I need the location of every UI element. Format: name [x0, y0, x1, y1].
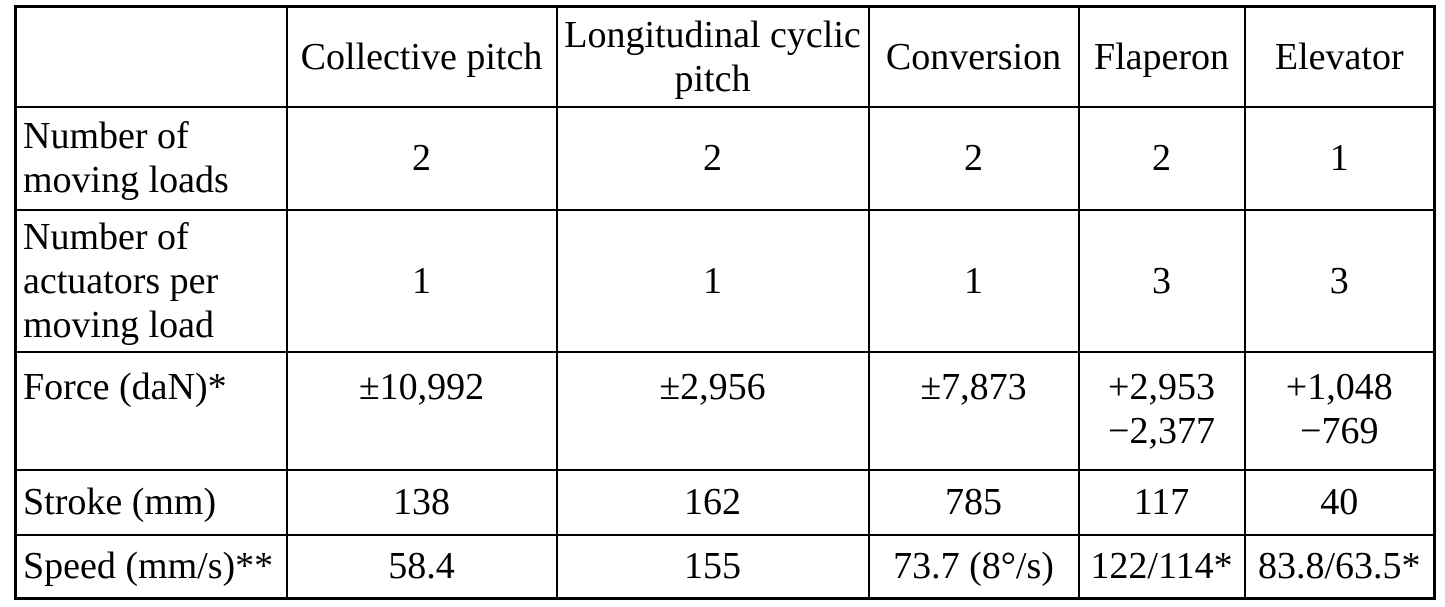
cell-force-conversion: ±7,873	[867, 350, 1080, 471]
col-header-flaperon: Flaperon	[1077, 5, 1246, 108]
cell-actuators-elevator: 3	[1243, 208, 1436, 353]
cell-force-longitudinal: ±2,956	[555, 350, 870, 471]
header-row: Collective pitch Longitudinal cyclic pit…	[14, 5, 1436, 108]
cell-speed-collective: 58.4	[285, 533, 558, 600]
col-header-empty	[14, 5, 288, 108]
table-row-speed: Speed (mm/s)** 58.4 155 73.7 (8°/s) 122/…	[14, 533, 1436, 600]
cell-stroke-elevator: 40	[1243, 468, 1436, 536]
cell-actuators-longitudinal: 1	[555, 208, 870, 353]
row-label-actuators-per-moving-load: Number of actuators per moving load	[14, 208, 288, 353]
cell-force-collective: ±10,992	[285, 350, 558, 471]
actuator-spec-table: Collective pitch Longitudinal cyclic pit…	[14, 5, 1436, 600]
col-header-elevator: Elevator	[1243, 5, 1436, 108]
row-label-stroke: Stroke (mm)	[14, 468, 288, 536]
col-header-longitudinal-cyclic-pitch: Longitudinal cyclic pitch	[555, 5, 870, 108]
cell-speed-flaperon: 122/114*	[1077, 533, 1246, 600]
cell-stroke-conversion: 785	[867, 468, 1080, 536]
cell-stroke-longitudinal: 162	[555, 468, 870, 536]
row-label-number-of-moving-loads: Number of moving loads	[14, 105, 288, 211]
cell-speed-longitudinal: 155	[555, 533, 870, 600]
table-row-number-of-moving-loads: Number of moving loads 2 2 2 2 1	[14, 105, 1436, 211]
col-header-conversion: Conversion	[867, 5, 1080, 108]
row-label-force: Force (daN)*	[14, 350, 288, 471]
cell-stroke-collective: 138	[285, 468, 558, 536]
cell-moving-loads-flaperon: 2	[1077, 105, 1246, 211]
cell-speed-conversion: 73.7 (8°/s)	[867, 533, 1080, 600]
table-row-stroke: Stroke (mm) 138 162 785 117 40	[14, 468, 1436, 536]
cell-actuators-flaperon: 3	[1077, 208, 1246, 353]
table-row-actuators-per-moving-load: Number of actuators per moving load 1 1 …	[14, 208, 1436, 353]
cell-stroke-flaperon: 117	[1077, 468, 1246, 536]
cell-speed-elevator: 83.8/63.5*	[1243, 533, 1436, 600]
cell-moving-loads-conversion: 2	[867, 105, 1080, 211]
cell-moving-loads-elevator: 1	[1243, 105, 1436, 211]
cell-moving-loads-collective: 2	[285, 105, 558, 211]
cell-force-flaperon: +2,953 −2,377	[1077, 350, 1246, 471]
cell-actuators-conversion: 1	[867, 208, 1080, 353]
cell-moving-loads-longitudinal: 2	[555, 105, 870, 211]
cell-actuators-collective: 1	[285, 208, 558, 353]
table-row-force: Force (daN)* ±10,992 ±2,956 ±7,873 +2,95…	[14, 350, 1436, 471]
row-label-speed: Speed (mm/s)**	[14, 533, 288, 600]
col-header-collective-pitch: Collective pitch	[285, 5, 558, 108]
cell-force-elevator: +1,048 −769	[1243, 350, 1436, 471]
